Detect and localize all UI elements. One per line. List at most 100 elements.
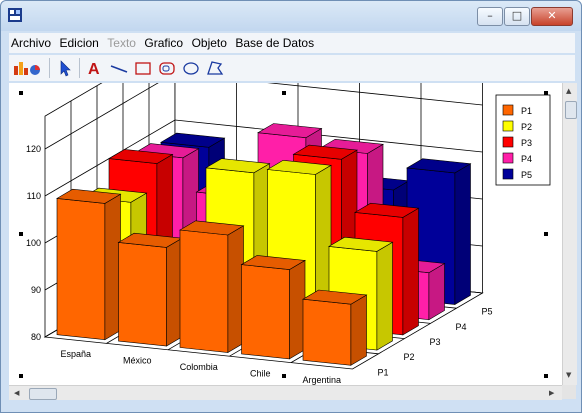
chart-svg: 80 90 100 110 120 España México Colombia Chile Ar… bbox=[19, 39, 551, 385]
app-icon bbox=[8, 8, 22, 22]
chart-legend[interactable]: P1 P2 P3 P4 P5 bbox=[495, 94, 551, 186]
bar-front bbox=[118, 242, 167, 347]
bar-top bbox=[240, 255, 306, 270]
selection-handle bbox=[544, 232, 548, 236]
bar-side bbox=[454, 163, 471, 306]
toolbar-separator bbox=[79, 58, 80, 78]
legend-swatch bbox=[502, 136, 514, 148]
bar-side bbox=[402, 207, 419, 336]
chart-canvas[interactable]: 80 90 100 110 120 España México Colombia Chile Ar… bbox=[9, 39, 562, 385]
horizontal-scroll-thumb[interactable] bbox=[29, 388, 57, 400]
toolbar-separator bbox=[49, 58, 50, 78]
bar-top bbox=[328, 236, 394, 252]
menu-bar: Archivo Edicion Texto Grafico Objeto Bas… bbox=[9, 33, 575, 53]
select-arrow-icon[interactable] bbox=[55, 59, 75, 77]
vertical-scrollbar[interactable]: ▲ ▼ bbox=[562, 83, 577, 385]
rounded-rectangle-tool-icon[interactable] bbox=[157, 59, 177, 77]
legend-label: P5 bbox=[521, 170, 532, 180]
x-category-label: Argentina bbox=[302, 375, 341, 385]
minimize-icon: – bbox=[487, 9, 493, 22]
close-button[interactable]: ✕ bbox=[531, 7, 573, 26]
bar-front bbox=[56, 198, 106, 341]
y-tick-label: 110 bbox=[27, 191, 41, 201]
title-bar[interactable]: – □ ✕ bbox=[1, 1, 581, 31]
bar bbox=[302, 289, 368, 366]
bar-side bbox=[289, 259, 306, 360]
depth-label: P5 bbox=[482, 307, 493, 317]
toolbar: A bbox=[9, 55, 575, 81]
line-tool-icon[interactable] bbox=[109, 59, 129, 77]
minimize-button[interactable]: – bbox=[477, 7, 503, 26]
bar bbox=[56, 188, 122, 341]
menu-archivo[interactable]: Archivo bbox=[11, 36, 52, 50]
size-grip[interactable] bbox=[562, 385, 576, 399]
depth-label: P4 bbox=[456, 322, 467, 332]
selection-handle bbox=[19, 232, 23, 236]
bar-side bbox=[104, 193, 121, 341]
scroll-left-arrow-icon[interactable]: ◀ bbox=[14, 389, 20, 397]
rectangle-tool-icon[interactable] bbox=[133, 59, 153, 77]
selection-handle bbox=[19, 374, 23, 378]
vertical-scroll-thumb[interactable] bbox=[565, 101, 577, 119]
bar-top bbox=[406, 158, 472, 174]
bar-side bbox=[166, 237, 183, 347]
depth-label: P3 bbox=[430, 337, 441, 347]
bar bbox=[117, 232, 183, 347]
legend-swatch bbox=[502, 120, 514, 132]
gridline bbox=[44, 72, 176, 150]
menu-grafico[interactable]: Grafico bbox=[144, 36, 184, 50]
scroll-right-arrow-icon[interactable]: ▶ bbox=[549, 389, 555, 397]
scroll-down-arrow-icon[interactable]: ▼ bbox=[566, 371, 572, 379]
menu-objeto[interactable]: Objeto bbox=[191, 36, 227, 50]
x-category-label: Chile bbox=[250, 368, 271, 378]
legend-label: P4 bbox=[521, 154, 532, 164]
selection-handle bbox=[282, 374, 286, 378]
close-icon: ✕ bbox=[547, 9, 557, 22]
legend-swatch bbox=[502, 168, 514, 180]
text-tool-icon[interactable]: A bbox=[85, 59, 105, 77]
selection-handle bbox=[544, 91, 548, 95]
x-category-label: España bbox=[60, 349, 91, 359]
bar-front bbox=[302, 298, 352, 366]
polygon-tool-icon[interactable] bbox=[205, 59, 225, 77]
y-tick-label: 90 bbox=[31, 285, 41, 295]
x-category-label: México bbox=[123, 356, 152, 366]
bar-top bbox=[257, 123, 323, 139]
menu-edicion[interactable]: Edicion bbox=[59, 36, 99, 50]
legend-label: P2 bbox=[521, 122, 532, 132]
bar-side bbox=[350, 294, 367, 366]
maximize-icon: □ bbox=[511, 9, 523, 22]
bar-top bbox=[302, 289, 368, 305]
svg-text:A: A bbox=[88, 61, 100, 77]
chart-insert-icon[interactable] bbox=[13, 59, 43, 77]
selection-handle bbox=[282, 91, 286, 95]
horizontal-scrollbar[interactable]: ◀ ▶ bbox=[9, 385, 562, 400]
bar-top bbox=[160, 132, 226, 148]
scroll-up-arrow-icon[interactable]: ▲ bbox=[566, 87, 572, 95]
bar-side bbox=[227, 225, 244, 354]
y-tick-label: 100 bbox=[26, 238, 41, 248]
depth-label: P2 bbox=[404, 352, 415, 362]
bar-top bbox=[179, 220, 245, 236]
bar-side bbox=[428, 262, 445, 321]
ellipse-tool-icon[interactable] bbox=[181, 59, 201, 77]
y-tick-label: 80 bbox=[31, 332, 41, 342]
bar-top bbox=[266, 159, 332, 175]
maximize-button[interactable]: □ bbox=[504, 7, 530, 26]
bar-top bbox=[354, 202, 420, 218]
bar-top bbox=[292, 144, 358, 160]
y-tick-label: 120 bbox=[26, 144, 41, 154]
menu-base-de-datos[interactable]: Base de Datos bbox=[235, 36, 315, 50]
selection-handle bbox=[19, 91, 23, 95]
legend-swatch bbox=[502, 152, 514, 164]
depth-label: P1 bbox=[378, 367, 389, 377]
menu-texto: Texto bbox=[107, 36, 136, 50]
legend-label: P1 bbox=[521, 106, 532, 116]
bar bbox=[179, 220, 245, 354]
bar bbox=[240, 255, 306, 360]
selection-handle bbox=[544, 374, 548, 378]
gridline bbox=[174, 119, 483, 153]
bar-top bbox=[56, 188, 122, 204]
legend-label: P3 bbox=[521, 138, 532, 148]
